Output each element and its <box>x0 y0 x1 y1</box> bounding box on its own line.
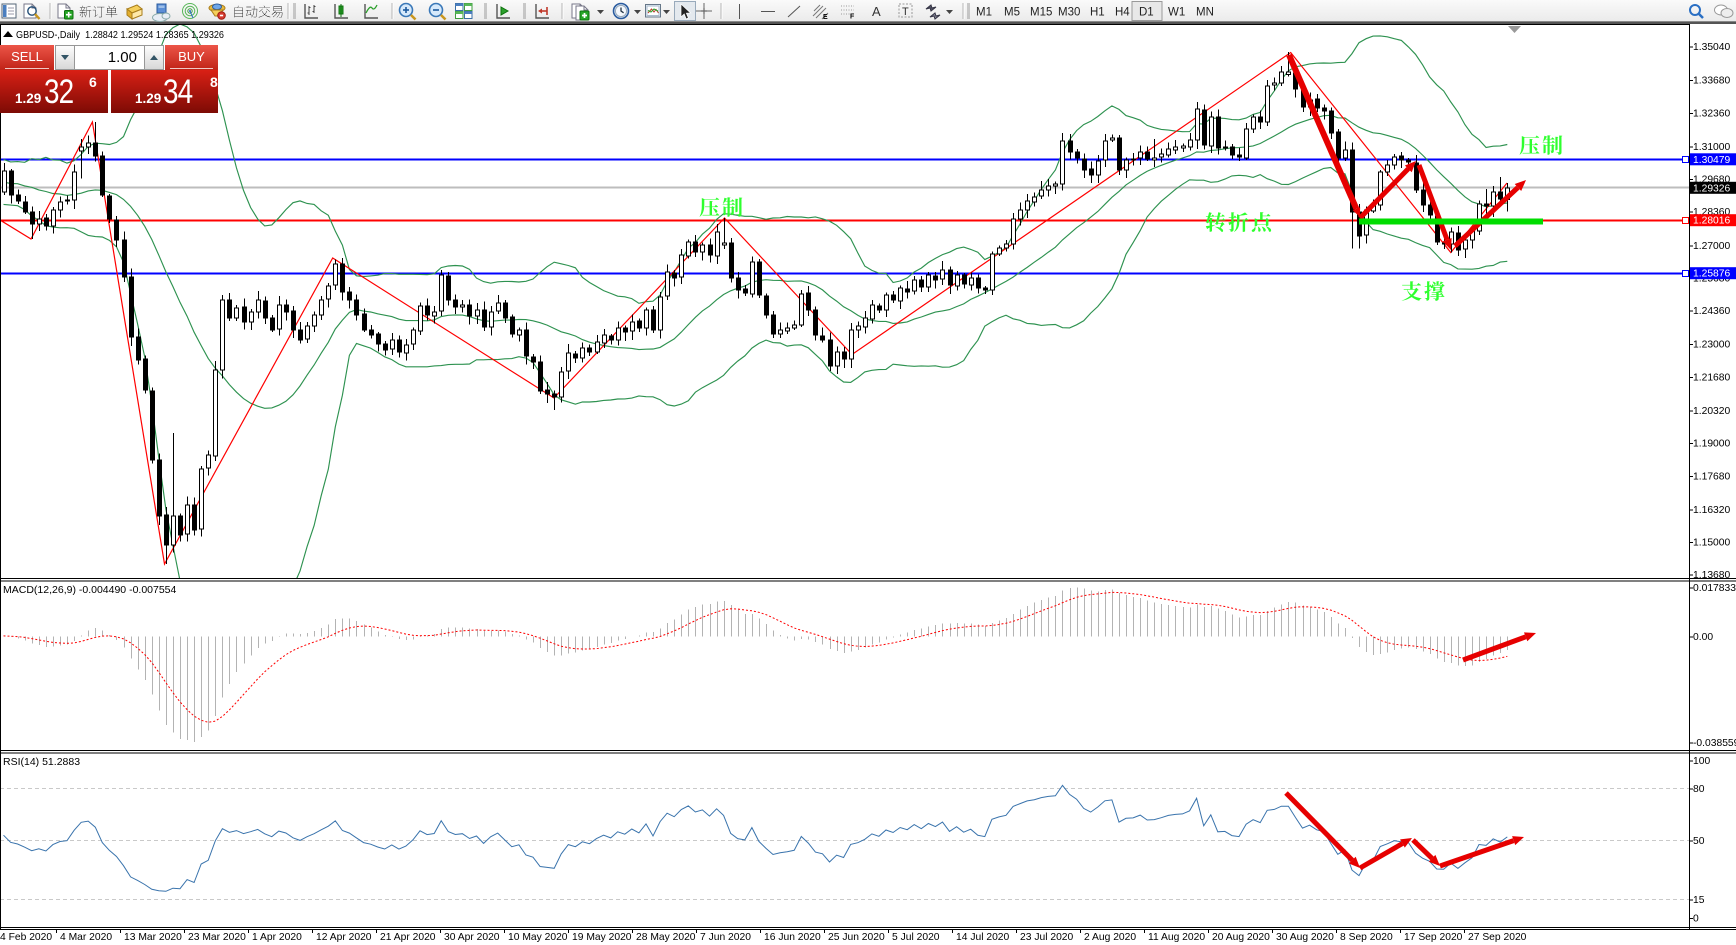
svg-text:5 Jul 2020: 5 Jul 2020 <box>892 932 940 943</box>
svg-text:17 Sep 2020: 17 Sep 2020 <box>1404 932 1463 943</box>
svg-text:1.20320: 1.20320 <box>1693 406 1730 417</box>
svg-text:4 Feb 2020: 4 Feb 2020 <box>0 932 52 943</box>
svg-text:16 Jun 2020: 16 Jun 2020 <box>764 932 821 943</box>
svg-text:D1: D1 <box>1139 7 1154 19</box>
svg-text:0: 0 <box>1693 914 1699 925</box>
svg-text:M5: M5 <box>1004 7 1020 19</box>
svg-text:H1: H1 <box>1090 7 1105 19</box>
svg-text:11 Aug 2020: 11 Aug 2020 <box>1148 932 1205 943</box>
svg-text:8 Sep 2020: 8 Sep 2020 <box>1340 932 1393 943</box>
svg-text:0.017833: 0.017833 <box>1693 583 1736 594</box>
svg-text:-0.038559: -0.038559 <box>1693 738 1736 749</box>
svg-text:28 May 2020: 28 May 2020 <box>636 932 696 943</box>
svg-text:RSI(14) 51.2883: RSI(14) 51.2883 <box>3 756 80 768</box>
svg-text:1.33680: 1.33680 <box>1693 76 1730 87</box>
svg-text:10 May 2020: 10 May 2020 <box>508 932 568 943</box>
svg-text:A: A <box>872 4 881 19</box>
svg-text:80: 80 <box>1693 784 1705 795</box>
svg-text:1.16320: 1.16320 <box>1693 505 1730 516</box>
svg-text:1.23000: 1.23000 <box>1693 340 1730 351</box>
svg-text:1.35040: 1.35040 <box>1693 42 1730 53</box>
svg-text:30 Aug 2020: 30 Aug 2020 <box>1276 932 1334 943</box>
svg-text:13 Mar 2020: 13 Mar 2020 <box>124 932 182 943</box>
svg-text:1.17680: 1.17680 <box>1693 471 1730 482</box>
svg-text:M30: M30 <box>1058 7 1080 19</box>
svg-text:1.13680: 1.13680 <box>1693 570 1730 581</box>
svg-text:21 Apr 2020: 21 Apr 2020 <box>380 932 436 943</box>
svg-text:1 Apr 2020: 1 Apr 2020 <box>252 932 302 943</box>
svg-text:MN: MN <box>1196 7 1214 19</box>
svg-text:E: E <box>823 14 828 21</box>
svg-text:23 Mar 2020: 23 Mar 2020 <box>188 932 246 943</box>
svg-text:GBPUSD-,Daily 1.28842 1.29524: GBPUSD-,Daily 1.28842 1.29524 1.28365 1.… <box>16 29 224 41</box>
svg-text:25 Jun 2020: 25 Jun 2020 <box>828 932 885 943</box>
svg-text:50: 50 <box>1693 836 1705 847</box>
svg-text:1.25876: 1.25876 <box>1693 269 1730 280</box>
svg-text:1.28016: 1.28016 <box>1693 216 1730 227</box>
svg-text:1.28360: 1.28360 <box>1693 207 1730 218</box>
svg-text:F: F <box>850 14 855 21</box>
svg-text:1.31000: 1.31000 <box>1693 142 1730 153</box>
svg-text:1.24360: 1.24360 <box>1693 306 1730 317</box>
svg-text:1.27000: 1.27000 <box>1693 241 1730 252</box>
svg-text:20 Aug 2020: 20 Aug 2020 <box>1212 932 1270 943</box>
svg-text:1.32360: 1.32360 <box>1693 108 1730 119</box>
svg-text:1.15000: 1.15000 <box>1693 538 1730 549</box>
svg-text:30 Apr 2020: 30 Apr 2020 <box>444 932 500 943</box>
svg-text:27 Sep 2020: 27 Sep 2020 <box>1468 932 1527 943</box>
svg-text:12 Apr 2020: 12 Apr 2020 <box>316 932 372 943</box>
svg-text:14 Jul 2020: 14 Jul 2020 <box>956 932 1010 943</box>
svg-text:W1: W1 <box>1168 7 1185 19</box>
svg-text:M15: M15 <box>1030 7 1052 19</box>
svg-text:100: 100 <box>1693 756 1710 767</box>
svg-text:1.21680: 1.21680 <box>1693 372 1730 383</box>
svg-text:0.00: 0.00 <box>1693 632 1713 643</box>
svg-text:1.19000: 1.19000 <box>1693 439 1730 450</box>
svg-text:T: T <box>902 6 909 18</box>
svg-text:19 May 2020: 19 May 2020 <box>572 932 632 943</box>
svg-text:MACD(12,26,9) -0.004490 -0.007: MACD(12,26,9) -0.004490 -0.007554 <box>3 584 177 596</box>
svg-text:H4: H4 <box>1115 7 1130 19</box>
svg-text:2 Aug 2020: 2 Aug 2020 <box>1084 932 1136 943</box>
svg-text:23 Jul 2020: 23 Jul 2020 <box>1020 932 1074 943</box>
svg-text:1.29680: 1.29680 <box>1693 175 1730 186</box>
svg-text:4 Mar 2020: 4 Mar 2020 <box>60 932 112 943</box>
svg-text:1.29326: 1.29326 <box>1693 183 1730 194</box>
svg-text:1.30479: 1.30479 <box>1693 155 1730 166</box>
svg-text:7 Jun 2020: 7 Jun 2020 <box>700 932 751 943</box>
svg-text:15: 15 <box>1693 895 1705 906</box>
svg-text:M1: M1 <box>976 7 992 19</box>
